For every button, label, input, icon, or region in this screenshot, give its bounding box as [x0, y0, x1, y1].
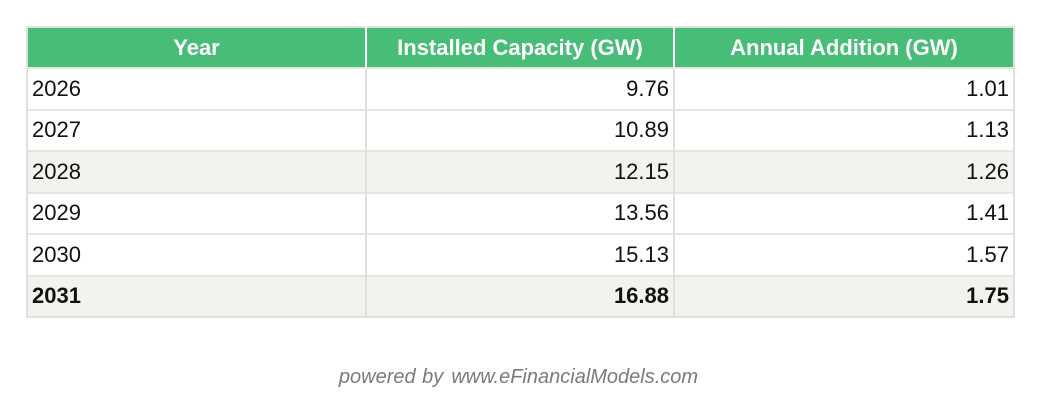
table-row: 2028 12.15 1.26 [26, 150, 1015, 193]
header-installed-capacity: Installed Capacity (GW) [365, 27, 675, 68]
installed-capacity-cell: 15.13 [365, 233, 675, 276]
year-cell: 2029 [26, 191, 367, 234]
header-year: Year [27, 27, 367, 68]
annual-addition-cell: 1.41 [673, 191, 1015, 234]
website-link[interactable]: www.eFinancialModels.com [451, 366, 699, 388]
table-header-row: Year Installed Capacity (GW) Annual Addi… [27, 27, 1014, 68]
installed-capacity-cell: 13.56 [365, 191, 675, 234]
year-cell: 2030 [26, 233, 367, 276]
table-row-final: 2031 16.88 1.75 [26, 274, 1015, 317]
table-row: 2027 10.89 1.13 [26, 108, 1015, 151]
installed-capacity-cell: 16.88 [365, 274, 675, 317]
data-table-container: Year Installed Capacity (GW) Annual Addi… [26, 26, 1015, 318]
annual-addition-cell: 1.13 [673, 108, 1015, 151]
annual-addition-cell: 1.01 [673, 67, 1015, 110]
annual-addition-cell: 1.26 [673, 150, 1015, 193]
table-row: 2030 15.13 1.57 [26, 233, 1015, 276]
annual-addition-cell: 1.57 [673, 233, 1015, 276]
year-cell: 2026 [26, 67, 367, 110]
installed-capacity-cell: 9.76 [365, 67, 675, 110]
installed-capacity-cell: 10.89 [365, 108, 675, 151]
year-cell: 2027 [26, 108, 367, 151]
capacity-table: Year Installed Capacity (GW) Annual Addi… [26, 26, 1015, 318]
year-cell: 2028 [26, 150, 367, 193]
annual-addition-cell: 1.75 [673, 274, 1015, 317]
table-row: 2029 13.56 1.41 [26, 191, 1015, 234]
table-row: 2026 9.76 1.01 [26, 67, 1015, 110]
powered-by-footer: powered by www.eFinancialModels.com [0, 366, 1037, 389]
header-annual-addition: Annual Addition (GW) [673, 27, 1014, 68]
installed-capacity-cell: 12.15 [365, 150, 675, 193]
powered-by-label: powered by [338, 366, 444, 388]
year-cell: 2031 [26, 274, 367, 317]
